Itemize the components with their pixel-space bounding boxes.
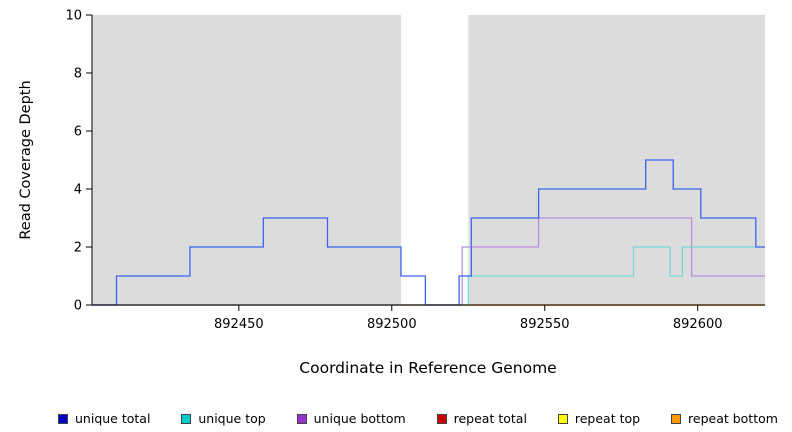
- series-line-unique-bottom: [92, 217, 765, 306]
- legend-swatch-icon: [181, 413, 192, 424]
- series-line-unique-top: [92, 246, 765, 306]
- legend-label: repeat total: [453, 411, 527, 426]
- legend-label: repeat top: [574, 411, 641, 426]
- legend-item-unique-top: unique top: [181, 411, 266, 426]
- series-line-unique-total: [92, 159, 765, 306]
- legend-swatch-icon: [557, 413, 568, 424]
- shaded-region: [92, 15, 401, 305]
- legend-swatch-icon: [296, 413, 307, 424]
- shaded-region: [468, 15, 765, 305]
- y-axis-label: Read Coverage Depth: [18, 80, 34, 239]
- legend-item-repeat-bottom: repeat bottom: [671, 411, 778, 426]
- legend-swatch-icon: [671, 413, 682, 424]
- legend-label: unique total: [75, 411, 151, 426]
- y-tick-label: 8: [74, 67, 82, 82]
- y-tick-label: 0: [74, 299, 82, 314]
- legend-label: unique bottom: [313, 411, 406, 426]
- y-tick-label: 10: [65, 9, 82, 24]
- legend: unique total unique top unique bottom repea…: [0, 411, 792, 426]
- legend-swatch-icon: [436, 413, 447, 424]
- y-tick-label: 6: [74, 125, 82, 140]
- x-tick-label: 892450: [214, 317, 264, 332]
- y-tick-label: 4: [74, 183, 82, 198]
- x-axis-label: Coordinate in Reference Genome: [299, 359, 556, 377]
- legend-label: unique top: [198, 411, 266, 426]
- legend-item-repeat-top: repeat top: [557, 411, 641, 426]
- x-tick-label: 892600: [673, 317, 723, 332]
- legend-item-unique-bottom: unique bottom: [296, 411, 406, 426]
- legend-item-repeat-total: repeat total: [436, 411, 527, 426]
- legend-label: repeat bottom: [688, 411, 778, 426]
- coverage-plot: 0 2 4 6 8 10 892450 892500 892550 892600 Read Cov…: [18, 9, 765, 377]
- legend-swatch-icon: [58, 413, 68, 424]
- x-tick-label: 892550: [520, 317, 570, 332]
- y-tick-label: 2: [74, 241, 82, 256]
- legend-item-unique-total: unique total: [58, 411, 150, 426]
- plot-layers: 0 2 4 6 8 10 892450 892500 892550 892600: [65, 9, 765, 332]
- x-tick-label: 892500: [367, 317, 417, 332]
